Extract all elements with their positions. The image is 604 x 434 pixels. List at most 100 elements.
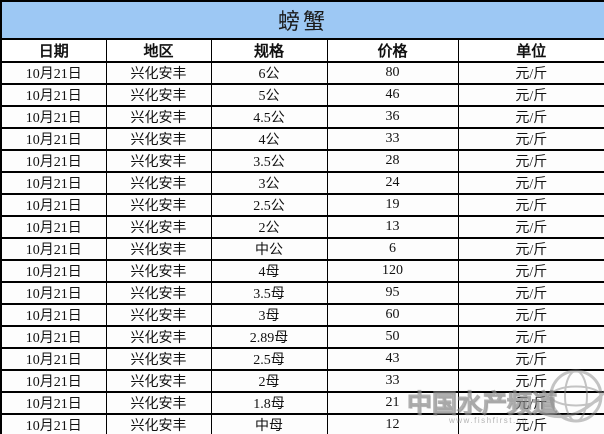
cell-region: 兴化安丰 [105, 369, 212, 393]
column-header-price: 价格 [326, 38, 459, 63]
table-row: 10月21日 兴化安丰 4.5公 36 元/斤 [0, 105, 604, 129]
cell-date: 10月21日 [0, 347, 107, 371]
cell-price: 13 [326, 215, 459, 239]
cell-region: 兴化安丰 [105, 61, 212, 85]
cell-region: 兴化安丰 [105, 127, 212, 151]
table-row: 10月21日 兴化安丰 3母 60 元/斤 [0, 303, 604, 327]
cell-date: 10月21日 [0, 259, 107, 283]
table-row: 10月21日 兴化安丰 1.8母 21 元/斤 [0, 391, 604, 415]
table-row: 10月21日 兴化安丰 2公 13 元/斤 [0, 215, 604, 239]
cell-unit: 元/斤 [457, 413, 604, 434]
cell-price: 12 [326, 413, 459, 434]
cell-price: 43 [326, 347, 459, 371]
cell-spec: 3.5母 [210, 281, 328, 305]
cell-unit: 元/斤 [457, 325, 604, 349]
cell-unit: 元/斤 [457, 83, 604, 107]
cell-date: 10月21日 [0, 193, 107, 217]
table-row: 10月21日 兴化安丰 5公 46 元/斤 [0, 83, 604, 107]
cell-date: 10月21日 [0, 325, 107, 349]
cell-region: 兴化安丰 [105, 391, 212, 415]
cell-spec: 4公 [210, 127, 328, 151]
cell-region: 兴化安丰 [105, 281, 212, 305]
cell-price: 19 [326, 193, 459, 217]
column-header-unit: 单位 [457, 38, 604, 63]
cell-date: 10月21日 [0, 303, 107, 327]
cell-unit: 元/斤 [457, 61, 604, 85]
cell-date: 10月21日 [0, 369, 107, 393]
cell-spec: 5公 [210, 83, 328, 107]
cell-unit: 元/斤 [457, 347, 604, 371]
cell-price: 24 [326, 171, 459, 195]
cell-price: 6 [326, 237, 459, 261]
cell-date: 10月21日 [0, 61, 107, 85]
cell-spec: 6公 [210, 61, 328, 85]
table-row: 10月21日 兴化安丰 3.5母 95 元/斤 [0, 281, 604, 305]
table-row: 10月21日 兴化安丰 2.5母 43 元/斤 [0, 347, 604, 371]
table-row: 10月21日 兴化安丰 4母 120 元/斤 [0, 259, 604, 283]
cell-unit: 元/斤 [457, 303, 604, 327]
cell-spec: 3母 [210, 303, 328, 327]
table-row: 10月21日 兴化安丰 3公 24 元/斤 [0, 171, 604, 195]
cell-spec: 2.89母 [210, 325, 328, 349]
cell-region: 兴化安丰 [105, 347, 212, 371]
table-row: 10月21日 兴化安丰 3.5公 28 元/斤 [0, 149, 604, 173]
cell-date: 10月21日 [0, 171, 107, 195]
cell-region: 兴化安丰 [105, 413, 212, 434]
table-row: 10月21日 兴化安丰 6公 80 元/斤 [0, 61, 604, 85]
cell-spec: 2.5母 [210, 347, 328, 371]
cell-date: 10月21日 [0, 83, 107, 107]
table-row: 10月21日 兴化安丰 中母 12 元/斤 [0, 413, 604, 434]
cell-unit: 元/斤 [457, 391, 604, 415]
cell-price: 120 [326, 259, 459, 283]
cell-unit: 元/斤 [457, 237, 604, 261]
cell-region: 兴化安丰 [105, 303, 212, 327]
cell-region: 兴化安丰 [105, 171, 212, 195]
cell-unit: 元/斤 [457, 127, 604, 151]
cell-price: 80 [326, 61, 459, 85]
cell-price: 33 [326, 369, 459, 393]
cell-unit: 元/斤 [457, 259, 604, 283]
cell-unit: 元/斤 [457, 369, 604, 393]
cell-date: 10月21日 [0, 127, 107, 151]
table-row: 10月21日 兴化安丰 2母 33 元/斤 [0, 369, 604, 393]
cell-unit: 元/斤 [457, 193, 604, 217]
cell-unit: 元/斤 [457, 215, 604, 239]
cell-price: 60 [326, 303, 459, 327]
table-title-row: 螃蟹 [0, 0, 604, 40]
cell-price: 46 [326, 83, 459, 107]
cell-spec: 中母 [210, 413, 328, 434]
column-header-region: 地区 [105, 38, 212, 63]
cell-spec: 3公 [210, 171, 328, 195]
cell-price: 33 [326, 127, 459, 151]
cell-spec: 4.5公 [210, 105, 328, 129]
cell-unit: 元/斤 [457, 281, 604, 305]
cell-price: 50 [326, 325, 459, 349]
cell-price: 28 [326, 149, 459, 173]
page-title: 螃蟹 [0, 0, 604, 40]
cell-spec: 3.5公 [210, 149, 328, 173]
cell-region: 兴化安丰 [105, 237, 212, 261]
cell-region: 兴化安丰 [105, 193, 212, 217]
cell-price: 36 [326, 105, 459, 129]
cell-date: 10月21日 [0, 149, 107, 173]
cell-region: 兴化安丰 [105, 83, 212, 107]
column-header-spec: 规格 [210, 38, 328, 63]
table-row: 10月21日 兴化安丰 2.89母 50 元/斤 [0, 325, 604, 349]
cell-date: 10月21日 [0, 391, 107, 415]
cell-spec: 1.8母 [210, 391, 328, 415]
cell-unit: 元/斤 [457, 105, 604, 129]
cell-region: 兴化安丰 [105, 149, 212, 173]
cell-price: 95 [326, 281, 459, 305]
cell-region: 兴化安丰 [105, 259, 212, 283]
cell-date: 10月21日 [0, 105, 107, 129]
table-row: 10月21日 兴化安丰 中公 6 元/斤 [0, 237, 604, 261]
cell-date: 10月21日 [0, 413, 107, 434]
cell-date: 10月21日 [0, 237, 107, 261]
cell-region: 兴化安丰 [105, 325, 212, 349]
cell-spec: 中公 [210, 237, 328, 261]
cell-spec: 2.5公 [210, 193, 328, 217]
table-row: 10月21日 兴化安丰 4公 33 元/斤 [0, 127, 604, 151]
cell-region: 兴化安丰 [105, 215, 212, 239]
